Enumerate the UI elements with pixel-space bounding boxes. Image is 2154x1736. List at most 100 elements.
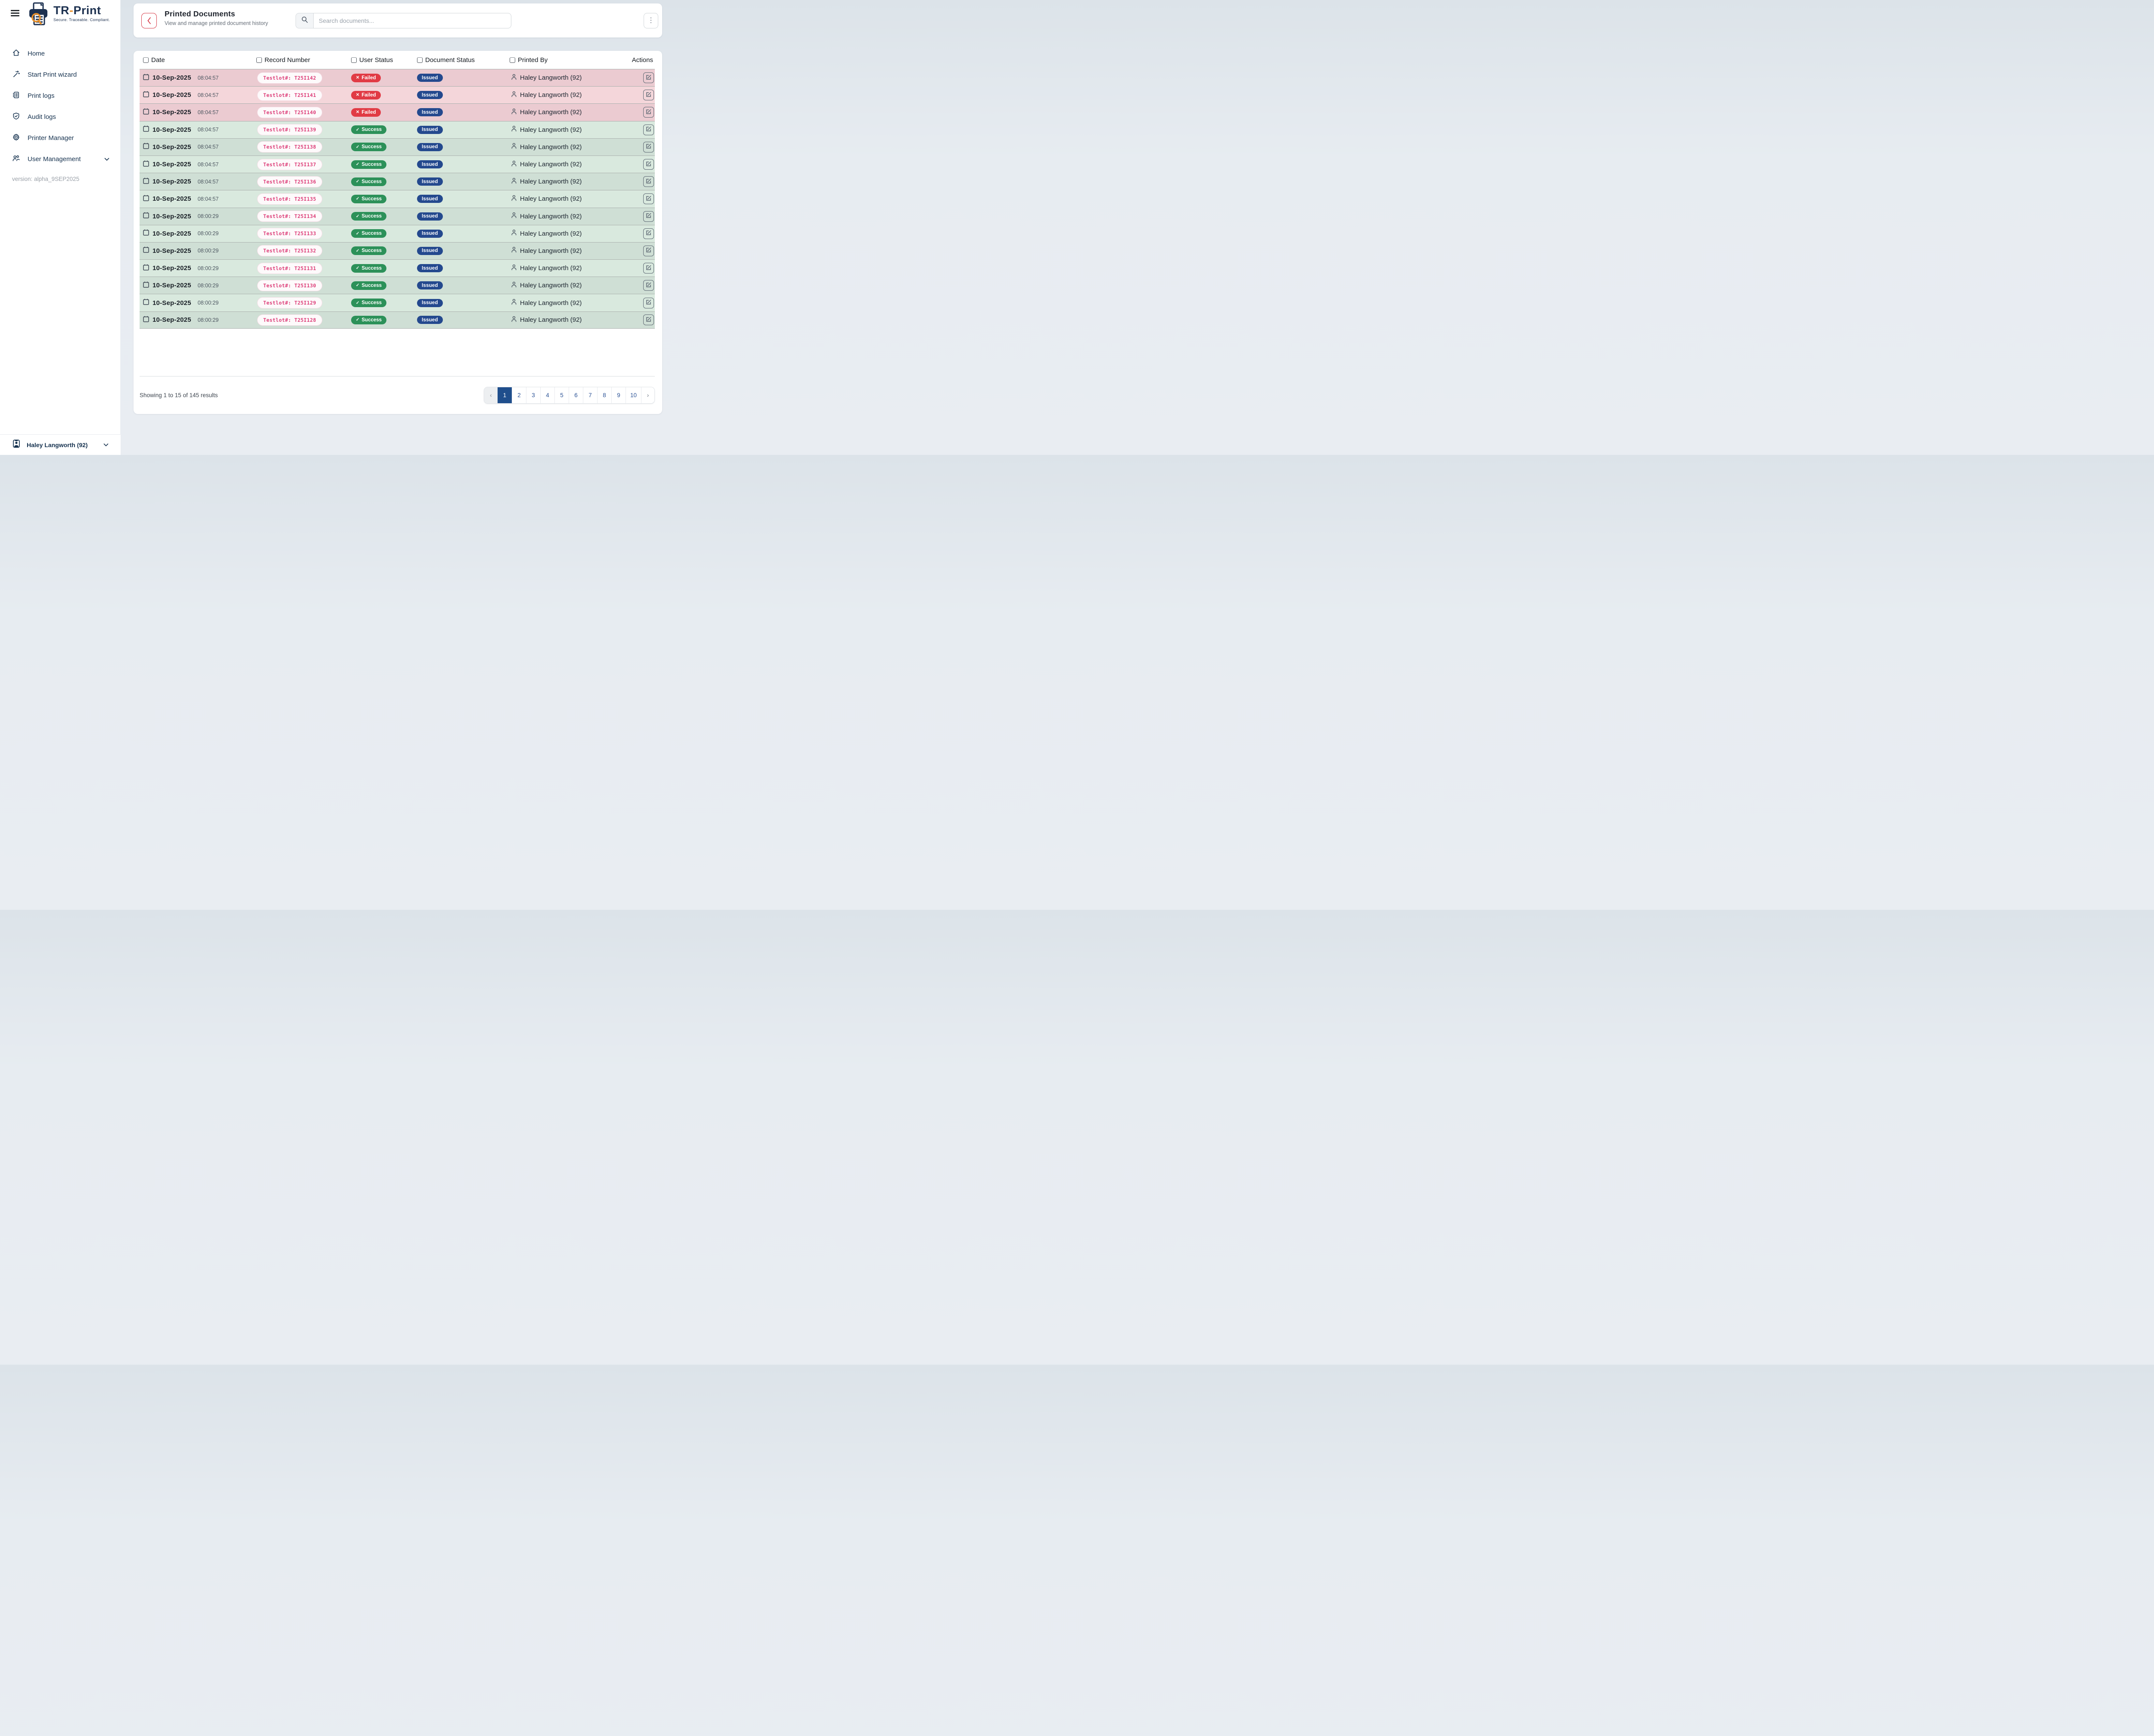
table-row: 10-Sep-2025 08:04:57 Testlot#: T25I139 ✓… [140,121,655,138]
table-row: 10-Sep-2025 08:00:29 Testlot#: T25I134 ✓… [140,207,655,225]
calendar-icon [143,195,149,203]
hamburger-menu-icon[interactable] [11,10,19,16]
sidebar-item-label: Printer Manager [28,134,74,142]
kebab-icon: ⋮ [647,17,654,24]
sidebar-user-menu[interactable]: Haley Langworth (92) [0,434,121,455]
pagination-page-9[interactable]: 9 [611,387,626,403]
edit-row-button[interactable] [643,176,654,187]
app-logo: TR-Print Secure. Traceable. Compliant. [28,2,110,28]
document-status-badge: Issued [417,160,443,169]
kebab-menu-button[interactable]: ⋮ [644,13,658,28]
edit-row-button[interactable] [643,280,654,291]
version-label: version: alpha_9SEP2025 [12,176,80,182]
document-status-badge: Issued [417,229,443,238]
pagination-page-3[interactable]: 3 [526,387,540,403]
pagination-page-1[interactable]: 1 [497,387,512,403]
edit-row-button[interactable] [643,228,654,239]
edit-row-button[interactable] [643,211,654,222]
status-icon: ✓ [356,231,360,236]
person-icon [511,143,517,151]
column-header-document-status: Document Status [425,56,475,64]
user-status-column-checkbox[interactable] [351,57,357,63]
search-input[interactable] [313,13,511,28]
document-status-badge: Issued [417,281,443,290]
edit-row-button[interactable] [643,314,654,326]
sidebar-item-audit-logs[interactable]: Audit logs [0,106,121,128]
search-icon-box [296,13,313,28]
pagination-page-4[interactable]: 4 [540,387,554,403]
print-logs-icon [12,91,20,101]
table-row: 10-Sep-2025 08:00:29 Testlot#: T25I132 ✓… [140,242,655,260]
page-header: Printed Documents View and manage printe… [134,3,662,37]
pagination-page-10[interactable]: 10 [625,387,641,403]
app-tagline: Secure. Traceable. Compliant. [53,18,110,22]
printed-by-name: Haley Langworth (92) [520,282,582,289]
edit-pencil-icon [646,299,651,306]
user-status-badge: ✓ Success [351,246,387,255]
printed-by-name: Haley Langworth (92) [520,143,582,151]
edit-pencil-icon [646,230,651,237]
edit-row-button[interactable] [643,263,654,274]
edit-row-button[interactable] [643,72,654,84]
sidebar-nav: Home Start Print wizard Print logs [0,43,121,170]
record-number-pill: Testlot#: T25I138 [257,141,322,153]
user-status-badge: ✓ Success [351,177,387,186]
table-row: 10-Sep-2025 08:00:29 Testlot#: T25I129 ✓… [140,294,655,311]
pagination-page-2[interactable]: 2 [511,387,526,403]
pagination-next-button[interactable]: › [641,387,654,403]
row-date: 10-Sep-2025 [153,91,191,99]
document-status-badge: Issued [417,108,443,117]
status-icon: ✓ [356,179,360,184]
pagination-prev-button[interactable]: ‹ [484,387,498,403]
document-status-badge: Issued [417,246,443,255]
person-icon [511,74,517,82]
edit-pencil-icon [646,143,651,150]
date-column-checkbox[interactable] [143,57,149,63]
edit-row-button[interactable] [643,245,654,256]
pagination-page-5[interactable]: 5 [554,387,569,403]
document-status-badge: Issued [417,316,443,324]
edit-row-button[interactable] [643,297,654,308]
sidebar-item-start-print-wizard[interactable]: Start Print wizard [0,64,121,85]
row-time: 08:04:57 [197,75,219,81]
person-icon [511,281,517,290]
document-status-column-checkbox[interactable] [417,57,423,63]
user-status-badge: ✓ Success [351,125,387,134]
row-time: 08:00:29 [197,248,219,254]
edit-row-button[interactable] [643,107,654,118]
edit-pencil-icon [646,109,651,116]
edit-row-button[interactable] [643,124,654,135]
printed-by-column-checkbox[interactable] [510,57,515,63]
table-row: 10-Sep-2025 08:04:57 Testlot#: T25I135 ✓… [140,190,655,208]
pagination-page-7[interactable]: 7 [582,387,597,403]
table-row: 10-Sep-2025 08:04:57 Testlot#: T25I137 ✓… [140,155,655,173]
row-time: 08:00:29 [197,300,219,306]
status-icon: ✓ [356,196,360,202]
edit-pencil-icon [646,126,651,133]
shield-check-icon [12,112,20,122]
row-time: 08:00:29 [197,213,219,220]
record-number-column-checkbox[interactable] [256,57,262,63]
sidebar-item-user-management[interactable]: User Management [0,149,121,170]
sidebar-item-print-logs[interactable]: Print logs [0,85,121,106]
calendar-icon [143,143,149,151]
edit-row-button[interactable] [643,90,654,101]
user-status-badge: ✓ Success [351,143,387,152]
pagination-page-6[interactable]: 6 [568,387,583,403]
column-header-date: Date [151,56,165,64]
edit-row-button[interactable] [643,159,654,170]
back-button[interactable] [141,13,157,28]
document-status-badge: Issued [417,143,443,151]
sidebar-item-printer-manager[interactable]: Printer Manager [0,128,121,149]
printer-logo-icon [28,2,52,28]
pagination-page-8[interactable]: 8 [597,387,611,403]
avatar-icon [12,439,21,450]
edit-row-button[interactable] [643,193,654,205]
table-body: 10-Sep-2025 08:04:57 Testlot#: T25I142 ✕… [140,69,655,329]
user-status-badge: ✓ Success [351,281,387,290]
sidebar-item-home[interactable]: Home [0,43,121,64]
edit-row-button[interactable] [643,141,654,152]
row-time: 08:00:29 [197,230,219,237]
calendar-icon [143,74,149,82]
